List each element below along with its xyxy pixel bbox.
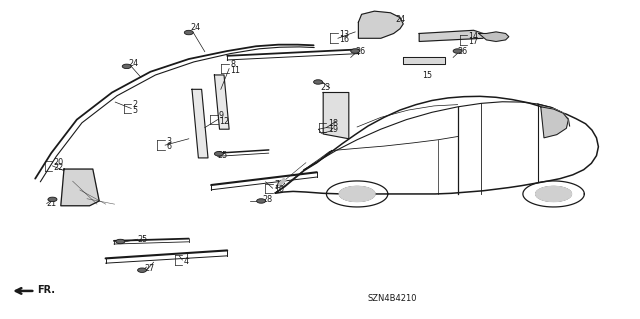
Polygon shape (536, 186, 572, 202)
Text: SZN4B4210: SZN4B4210 (368, 294, 417, 303)
Text: 24: 24 (190, 23, 200, 32)
Text: 21: 21 (47, 199, 57, 208)
Text: 6: 6 (166, 142, 172, 151)
Circle shape (184, 30, 193, 35)
Text: 24: 24 (396, 15, 406, 24)
Circle shape (116, 239, 125, 244)
Text: 20: 20 (54, 158, 64, 167)
Polygon shape (214, 75, 229, 129)
Text: 16: 16 (339, 35, 349, 44)
Text: 7: 7 (274, 180, 279, 189)
Text: 25: 25 (218, 151, 228, 160)
Text: 22: 22 (54, 163, 64, 172)
Text: 1: 1 (184, 252, 189, 261)
Circle shape (138, 268, 147, 272)
Polygon shape (323, 93, 349, 139)
Polygon shape (419, 30, 483, 41)
Circle shape (453, 49, 462, 53)
Text: 13: 13 (339, 30, 349, 39)
Text: 11: 11 (230, 66, 241, 75)
Text: 15: 15 (422, 71, 433, 80)
Text: 2: 2 (132, 100, 138, 109)
Circle shape (314, 80, 323, 84)
Polygon shape (192, 89, 208, 158)
Text: 3: 3 (166, 137, 172, 146)
Circle shape (214, 152, 223, 156)
Polygon shape (339, 186, 375, 202)
Polygon shape (479, 32, 509, 41)
Circle shape (48, 197, 57, 202)
Text: 8: 8 (230, 60, 236, 69)
Polygon shape (277, 179, 286, 185)
Text: 19: 19 (328, 125, 338, 134)
Text: 12: 12 (219, 117, 229, 126)
Text: FR.: FR. (37, 285, 55, 295)
Text: 27: 27 (145, 264, 155, 273)
Text: 18: 18 (328, 119, 338, 128)
Text: 4: 4 (184, 257, 189, 266)
Text: 24: 24 (128, 59, 138, 68)
Text: 28: 28 (262, 195, 273, 204)
Text: 26: 26 (457, 47, 467, 56)
Text: 14: 14 (468, 32, 479, 41)
Circle shape (257, 199, 266, 203)
Text: 9: 9 (219, 111, 224, 120)
Text: 17: 17 (468, 37, 479, 46)
Text: 10: 10 (274, 185, 284, 194)
Text: 5: 5 (132, 106, 138, 115)
Text: 25: 25 (138, 235, 148, 244)
Circle shape (351, 49, 360, 53)
Polygon shape (61, 169, 99, 206)
Text: 26: 26 (355, 47, 365, 56)
Circle shape (122, 64, 131, 69)
Polygon shape (541, 107, 568, 138)
Polygon shape (358, 11, 403, 38)
Text: 23: 23 (320, 83, 330, 92)
Polygon shape (403, 57, 445, 64)
